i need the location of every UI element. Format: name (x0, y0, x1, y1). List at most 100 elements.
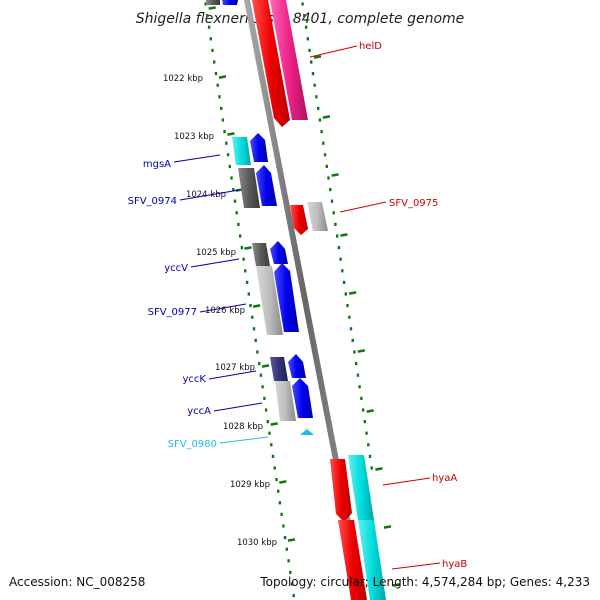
gene-SFV_0975 (290, 205, 308, 235)
gene-yccA (275, 381, 296, 421)
minor-tick (358, 385, 361, 389)
gene-label-hyaB: hyaB (442, 559, 467, 570)
minor-tick (254, 338, 257, 342)
gene-hyaB-partner (358, 520, 386, 600)
tick-label: 1023 kbp (174, 132, 214, 142)
major-tick (261, 364, 270, 368)
gene-label-hyaA: hyaA (432, 473, 457, 484)
minor-tick (264, 408, 268, 412)
minor-tick (341, 269, 344, 273)
gene-magenta (270, 0, 308, 120)
minor-tick (351, 338, 354, 342)
minor-tick (308, 48, 311, 52)
tick-label: 1028 kbp (223, 422, 263, 432)
genome-backbone (244, 0, 366, 600)
minor-tick (261, 385, 264, 389)
gene-label-SFV_0974: SFV_0974 (128, 196, 177, 207)
minor-tick (311, 72, 315, 76)
minor-tick (368, 454, 372, 458)
minor-tick (239, 234, 242, 238)
topology-text: Topology: circular; Length: 4,574,284 bp… (260, 575, 590, 589)
minor-tick (310, 60, 313, 64)
accession-text: Accession: NC_008258 (9, 575, 146, 589)
leader-yccK (208, 370, 257, 380)
leader-SFV_0980 (219, 436, 269, 444)
major-ticks (208, 6, 400, 587)
major-tick (383, 525, 392, 529)
minor-tick (237, 222, 240, 226)
minor-tick (285, 547, 288, 551)
gene-label-SFV_0980: SFV_0980 (168, 439, 217, 450)
gene-label-SFV_0975: SFV_0975 (389, 198, 438, 209)
minor-tick (363, 420, 366, 424)
major-tick (313, 55, 322, 59)
major-tick (287, 538, 296, 542)
minor-tick (282, 524, 285, 528)
minor-tick (266, 420, 269, 424)
minor-tick (268, 431, 271, 435)
minor-tick (304, 25, 308, 29)
minor-tick (275, 478, 278, 482)
gene-yccV (252, 243, 270, 266)
minor-tick (204, 2, 207, 6)
minor-tick (207, 25, 211, 29)
minor-tick (209, 37, 212, 41)
minor-tick (348, 315, 351, 319)
minor-tick (356, 373, 360, 377)
major-tick (392, 583, 400, 587)
minor-tick (216, 83, 219, 87)
map-title: Shigella flexneri 5 str. 8401, complete … (136, 11, 465, 27)
minor-tick (270, 443, 273, 447)
gene-top-gray (206, 0, 220, 5)
major-tick (366, 409, 374, 413)
gene-labels: helD mgsA SFV_0974 SFV_0975 yccV SFV_097… (128, 41, 468, 570)
minor-tick (313, 83, 316, 87)
major-tick (244, 246, 252, 250)
minor-tick (330, 199, 334, 203)
major-tick (227, 132, 235, 136)
gene-yccK-partner (288, 354, 306, 378)
gene-yccK (270, 357, 288, 381)
major-tick (208, 6, 216, 10)
minor-tick (329, 188, 332, 192)
leader-hyaA (382, 477, 431, 486)
leader-mgsA (173, 154, 221, 163)
minor-tick (365, 431, 368, 435)
minor-tick (258, 362, 261, 366)
minor-tick (332, 211, 335, 215)
minor-tick (225, 141, 228, 145)
gene-hyaB (338, 520, 367, 600)
minor-tick (360, 396, 363, 400)
minor-tick (346, 304, 349, 308)
minor-tick (244, 269, 247, 273)
gene-yccA-partner (292, 378, 313, 418)
minor-tick (320, 130, 323, 134)
minor-tick (334, 222, 337, 226)
tick-label: 1030 kbp (237, 538, 277, 548)
major-tick (279, 480, 287, 484)
major-tick (322, 115, 331, 119)
gene-top-blue (222, 0, 238, 5)
minor-tick (318, 118, 322, 122)
gene-helD (252, 0, 290, 127)
minor-tick (240, 246, 244, 250)
minor-tick (235, 211, 238, 215)
minor-tick (249, 304, 252, 308)
minor-tick (361, 408, 365, 412)
minor-tick (349, 327, 353, 331)
major-tick (252, 304, 261, 308)
gene-SFV_0974-partner (256, 165, 277, 206)
minor-tick (221, 118, 225, 122)
major-tick (375, 467, 383, 471)
leader-yccV (190, 258, 240, 268)
major-tick (357, 349, 366, 353)
minor-tick (228, 164, 231, 168)
gene-features (206, 0, 386, 600)
major-tick (218, 75, 227, 79)
minor-tick (322, 141, 325, 145)
minor-tick (367, 443, 370, 447)
minor-tick (370, 466, 373, 470)
gene-mgsA (250, 133, 268, 162)
tick-tracks (204, 2, 373, 598)
